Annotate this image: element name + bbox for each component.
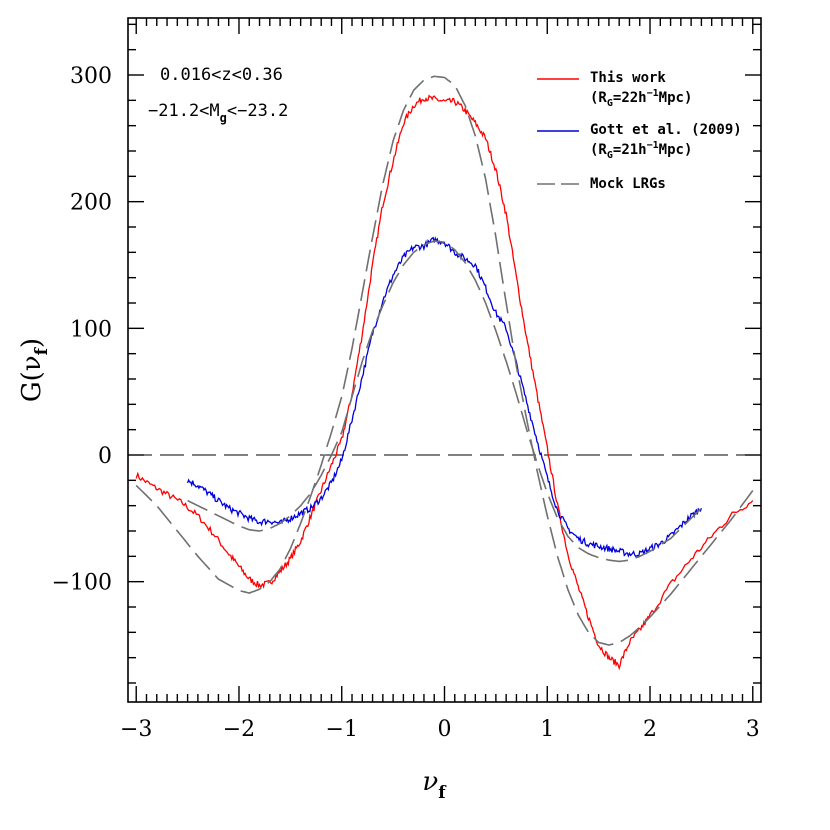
legend-sub-this-work: (RG=22h−1Mpc)	[590, 88, 692, 109]
legend-label-this-work: This work	[590, 70, 666, 86]
y-axis-title: G(νf)	[17, 338, 52, 402]
y-tick-labels: −100 0 100 200 300	[52, 64, 112, 596]
series-line-3	[187, 240, 702, 563]
y-tick-label: 0	[98, 444, 112, 469]
x-tick-label: 0	[438, 717, 452, 742]
x-tick-label: −2	[223, 717, 255, 742]
y-tick-label: 300	[70, 64, 112, 89]
x-axis-title: νf	[422, 767, 447, 803]
y-tick-label: 100	[70, 317, 112, 342]
annotation-magnitude: −21.2<Mg<−23.2	[148, 101, 288, 125]
x-tick-label: 1	[540, 717, 554, 742]
plot-area	[127, 17, 762, 703]
series-line-1	[186, 236, 703, 559]
y-tick-label: 200	[70, 191, 112, 216]
x-tick-labels: −3 −2 −1 0 1 2 3	[120, 717, 760, 742]
x-tick-label: −1	[326, 717, 358, 742]
legend: This work (RG=22h−1Mpc) Gott et al. (200…	[537, 70, 742, 192]
x-tick-label: 2	[643, 717, 657, 742]
series-line-0	[135, 94, 754, 671]
annotations: 0.016<z<0.36 −21.2<Mg<−23.2	[148, 65, 288, 125]
legend-sub-gott: (RG=21h−1Mpc)	[590, 140, 692, 161]
legend-label-mock: Mock LRGs	[590, 176, 666, 192]
y-tick-label: −100	[52, 571, 112, 596]
series-line-2	[135, 75, 754, 646]
x-tick-label: 3	[746, 717, 760, 742]
legend-label-gott: Gott et al. (2009)	[590, 122, 742, 138]
annotation-redshift: 0.016<z<0.36	[160, 65, 283, 85]
x-tick-label: −3	[120, 717, 152, 742]
series-lines	[135, 75, 754, 671]
x-ticks	[135, 18, 754, 702]
